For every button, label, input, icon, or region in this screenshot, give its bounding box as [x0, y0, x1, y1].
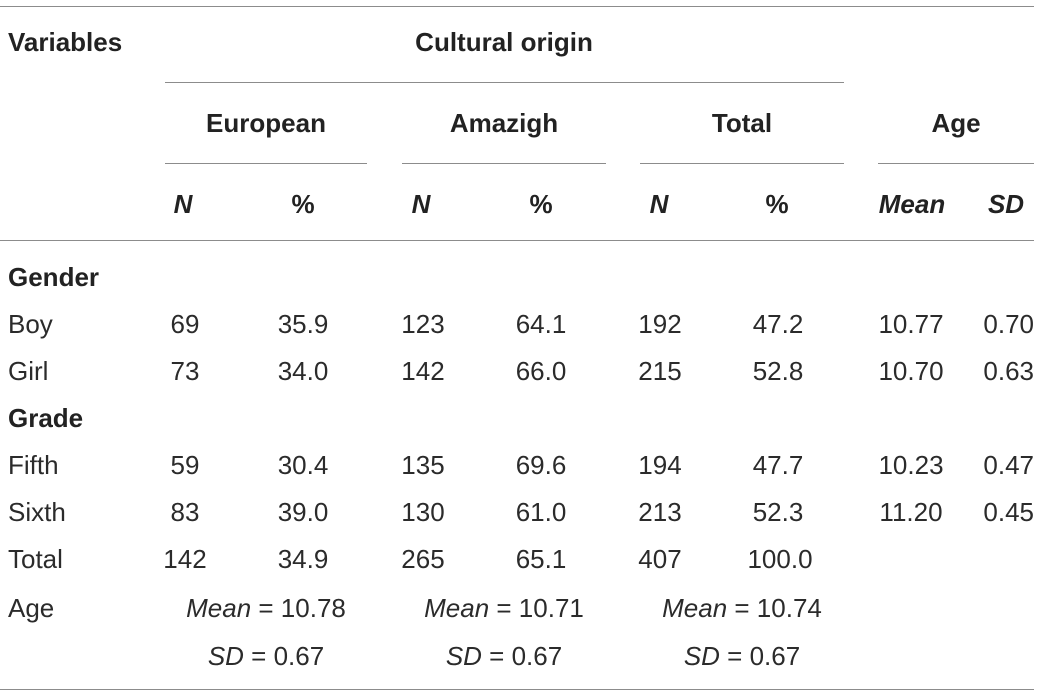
cell-age-mean: 10.77	[878, 309, 944, 339]
top-rule	[0, 6, 1034, 7]
cell-amazigh-pct: 69.6	[515, 450, 567, 480]
cell-total-n: 194	[638, 450, 682, 480]
mean-label: Mean	[186, 593, 252, 623]
cell-total-n: 213	[638, 497, 682, 527]
row-label: Total	[8, 544, 63, 574]
header-cultural-origin: Cultural origin	[415, 27, 593, 57]
header-total: Total	[711, 108, 773, 138]
bottom-rule	[0, 689, 1034, 690]
european-age-mean: Mean = 10.78	[186, 593, 346, 623]
cell-european-n: 73	[170, 356, 200, 386]
cultural-origin-rule	[165, 82, 844, 83]
cell-amazigh-pct: 66.0	[515, 356, 567, 386]
sd-value: = 0.67	[251, 641, 325, 671]
mean-value: = 10.74	[734, 593, 822, 623]
row-label: Fifth	[8, 450, 59, 480]
header-total-n: N	[649, 189, 669, 219]
cell-amazigh-n: 265	[401, 544, 445, 574]
cell-european-n: 83	[170, 497, 200, 527]
header-amazigh: Amazigh	[449, 108, 559, 138]
sd-value: = 0.67	[727, 641, 801, 671]
section-title-gender: Gender	[8, 262, 100, 292]
sd-value: = 0.67	[489, 641, 563, 671]
header-variables: Variables	[8, 27, 123, 57]
cell-amazigh-n: 135	[401, 450, 445, 480]
amazigh-age-sd: SD = 0.67	[446, 641, 562, 671]
cell-age-sd: 0.63	[983, 356, 1034, 386]
mean-label: Mean	[424, 593, 490, 623]
cell-total-pct: 52.3	[752, 497, 804, 527]
row-label: Age	[8, 593, 55, 623]
cell-european-pct: 30.4	[277, 450, 329, 480]
total-age-mean: Mean = 10.74	[662, 593, 822, 623]
cell-european-pct: 35.9	[277, 309, 329, 339]
amazigh-age-mean: Mean = 10.71	[424, 593, 584, 623]
header-age: Age	[931, 108, 981, 138]
header-amazigh-pct: %	[529, 189, 553, 219]
header-european-pct: %	[291, 189, 315, 219]
cell-age-mean: 10.70	[878, 356, 944, 386]
cell-european-n: 59	[170, 450, 200, 480]
header-age-mean: Mean	[878, 189, 946, 219]
cell-total-pct: 47.7	[752, 450, 804, 480]
european-age-sd: SD = 0.67	[208, 641, 324, 671]
row-label: Sixth	[8, 497, 66, 527]
age-rule	[878, 163, 1034, 164]
mean-label: Mean	[662, 593, 728, 623]
total-age-sd: SD = 0.67	[684, 641, 800, 671]
cell-european-pct: 34.0	[277, 356, 329, 386]
cell-amazigh-pct: 61.0	[515, 497, 567, 527]
sd-label: SD	[207, 641, 244, 671]
cell-total-n: 215	[638, 356, 682, 386]
cell-age-sd: 0.70	[983, 309, 1034, 339]
mean-value: = 10.78	[258, 593, 346, 623]
row-label: Girl	[8, 356, 49, 386]
cell-total-n: 192	[638, 309, 682, 339]
section-title-grade: Grade	[8, 403, 84, 433]
header-bottom-rule	[0, 240, 1034, 241]
cell-european-pct: 34.9	[277, 544, 329, 574]
cell-amazigh-pct: 64.1	[515, 309, 567, 339]
cell-european-pct: 39.0	[277, 497, 329, 527]
cell-european-n: 142	[163, 544, 207, 574]
amazigh-rule	[402, 163, 606, 164]
cell-total-n: 407	[638, 544, 682, 574]
cell-amazigh-n: 130	[401, 497, 445, 527]
cell-total-pct: 100.0	[747, 544, 813, 574]
sd-label: SD	[683, 641, 720, 671]
header-european: European	[206, 108, 326, 138]
cell-age-sd: 0.47	[983, 450, 1034, 480]
cell-total-pct: 47.2	[752, 309, 804, 339]
cell-total-pct: 52.8	[752, 356, 804, 386]
header-age-sd: SD	[987, 189, 1025, 219]
cell-age-mean: 11.20	[879, 497, 943, 527]
row-label: Boy	[8, 309, 53, 339]
total-rule	[640, 163, 844, 164]
european-rule	[165, 163, 367, 164]
sd-label: SD	[445, 641, 482, 671]
cell-amazigh-n: 142	[401, 356, 445, 386]
header-total-pct: %	[765, 189, 789, 219]
cell-age-mean: 10.23	[878, 450, 944, 480]
cell-amazigh-n: 123	[401, 309, 445, 339]
header-amazigh-n: N	[411, 189, 431, 219]
cell-age-sd: 0.45	[983, 497, 1034, 527]
header-european-n: N	[173, 189, 193, 219]
cell-european-n: 69	[170, 309, 200, 339]
cell-amazigh-pct: 65.1	[515, 544, 567, 574]
mean-value: = 10.71	[496, 593, 584, 623]
